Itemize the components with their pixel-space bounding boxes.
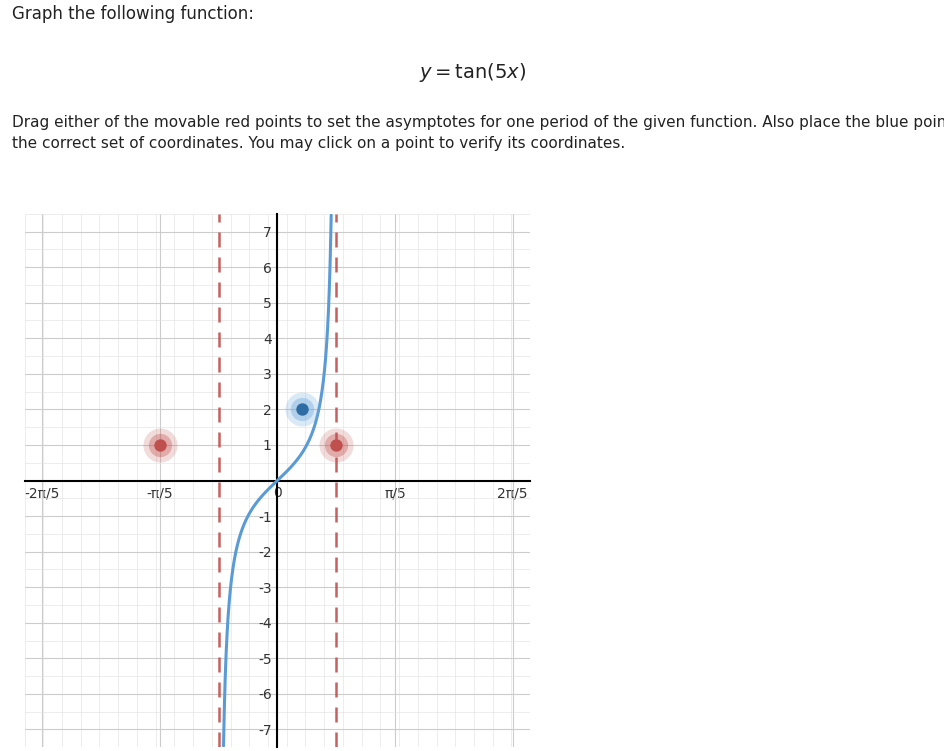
Text: Drag either of the movable red points to set the asymptotes for one period of th: Drag either of the movable red points to… <box>12 115 944 151</box>
Text: Graph the following function:: Graph the following function: <box>12 5 254 23</box>
Text: $y = \tan(5x)$: $y = \tan(5x)$ <box>418 61 526 84</box>
Text: Sorry, that's incorrect. Try again?: Sorry, that's incorrect. Try again? <box>12 171 350 189</box>
Point <box>294 403 309 415</box>
Point <box>152 439 167 451</box>
Point <box>294 403 309 415</box>
Point <box>329 439 344 451</box>
Point <box>152 439 167 451</box>
Point <box>329 439 344 451</box>
Point <box>152 439 167 451</box>
Point <box>294 403 309 415</box>
Point <box>329 439 344 451</box>
